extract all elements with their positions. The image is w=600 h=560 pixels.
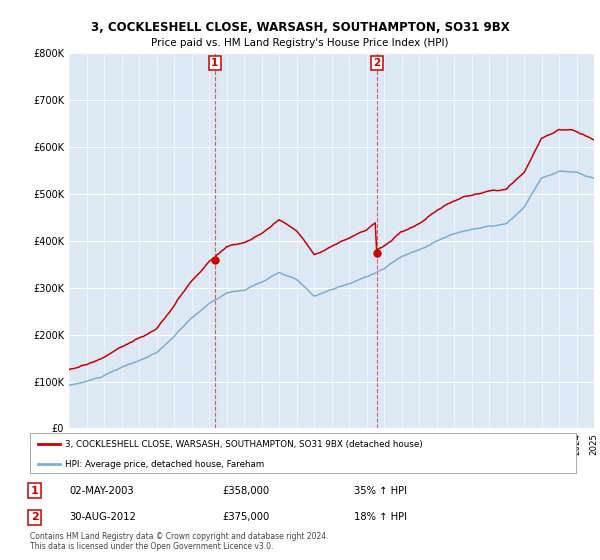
Text: Price paid vs. HM Land Registry's House Price Index (HPI): Price paid vs. HM Land Registry's House … <box>151 38 449 48</box>
Text: 02-MAY-2003: 02-MAY-2003 <box>69 486 134 496</box>
Text: £358,000: £358,000 <box>222 486 269 496</box>
Text: 18% ↑ HPI: 18% ↑ HPI <box>354 512 407 522</box>
Text: £375,000: £375,000 <box>222 512 269 522</box>
Text: 1: 1 <box>31 486 38 496</box>
Text: 30-AUG-2012: 30-AUG-2012 <box>69 512 136 522</box>
Text: 3, COCKLESHELL CLOSE, WARSASH, SOUTHAMPTON, SO31 9BX: 3, COCKLESHELL CLOSE, WARSASH, SOUTHAMPT… <box>91 21 509 34</box>
Text: 2: 2 <box>373 58 380 68</box>
Text: 1: 1 <box>211 58 218 68</box>
Text: HPI: Average price, detached house, Fareham: HPI: Average price, detached house, Fare… <box>65 460 265 469</box>
Text: 2: 2 <box>31 512 38 522</box>
Text: Contains HM Land Registry data © Crown copyright and database right 2024.
This d: Contains HM Land Registry data © Crown c… <box>30 532 329 551</box>
Text: 3, COCKLESHELL CLOSE, WARSASH, SOUTHAMPTON, SO31 9BX (detached house): 3, COCKLESHELL CLOSE, WARSASH, SOUTHAMPT… <box>65 440 423 449</box>
Text: 35% ↑ HPI: 35% ↑ HPI <box>354 486 407 496</box>
